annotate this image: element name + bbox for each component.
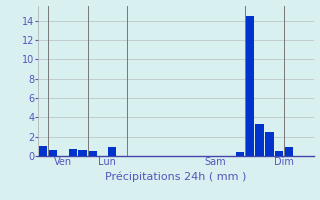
Bar	[275, 151, 284, 156]
Bar	[245, 16, 254, 156]
X-axis label: Précipitations 24h ( mm ): Précipitations 24h ( mm )	[105, 172, 247, 182]
Bar	[236, 152, 244, 156]
Bar	[265, 132, 274, 156]
Bar	[255, 124, 264, 156]
Bar	[285, 147, 293, 156]
Bar	[39, 146, 47, 156]
Bar	[49, 150, 57, 156]
Bar	[88, 151, 97, 156]
Bar	[108, 147, 116, 156]
Bar	[78, 150, 87, 156]
Bar	[68, 149, 77, 156]
